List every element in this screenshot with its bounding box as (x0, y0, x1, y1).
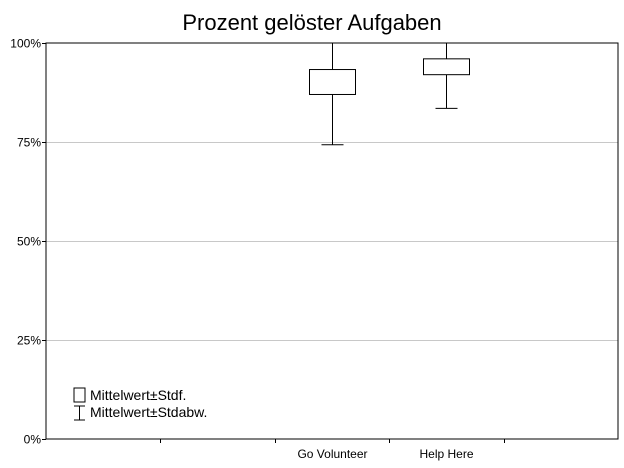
x-tick-label: Help Here (419, 447, 473, 461)
y-tick-label: 50% (17, 235, 41, 249)
chart-title: Prozent gelöster Aufgaben (182, 10, 441, 35)
box-plot-marks (309, 43, 470, 146)
box-help-here (423, 43, 470, 109)
se-box (423, 58, 470, 76)
legend-box-symbol (73, 387, 86, 403)
legend-label-se: Mittelwert±Stdf. (90, 387, 186, 403)
legend: Mittelwert±Stdf. Mittelwert±Stdabw. (73, 387, 207, 421)
y-tick-label: 0% (24, 433, 42, 447)
y-tick-label: 25% (17, 334, 41, 348)
legend-whisker-symbol (74, 405, 85, 421)
se-box (309, 69, 356, 95)
y-tick-label: 100% (10, 37, 41, 51)
y-axis: 0% 25% 50% 75% 100% (10, 37, 46, 447)
x-axis: Go Volunteer Help Here (160, 439, 505, 461)
y-tick-label: 75% (17, 136, 41, 150)
legend-label-sd: Mittelwert±Stdabw. (90, 404, 207, 420)
x-tick-label: Go Volunteer (297, 447, 367, 461)
box-go-volunteer (309, 43, 356, 146)
grid-lines (46, 142, 618, 341)
